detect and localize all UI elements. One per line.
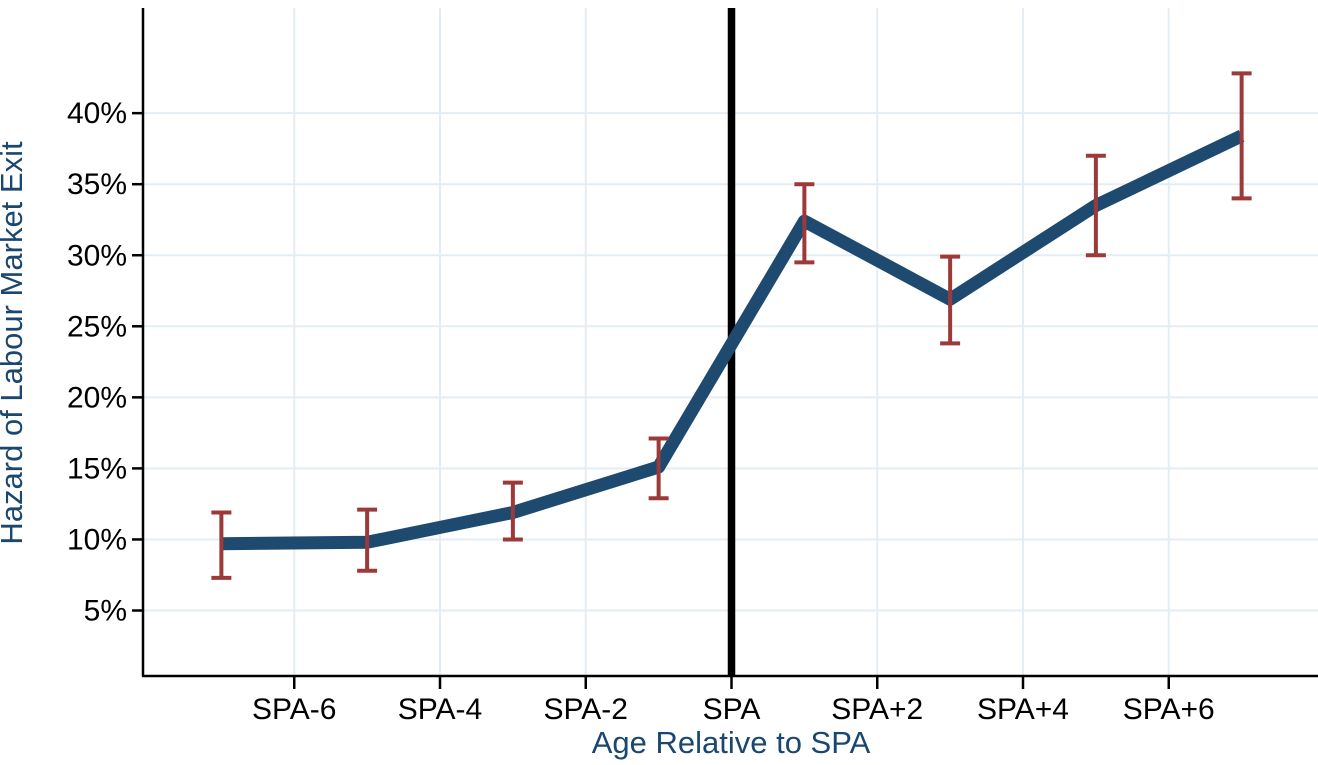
y-tick-label: 15% [67, 452, 127, 485]
error-bar [1085, 153, 1106, 258]
y-tick-label: 25% [67, 310, 127, 343]
trend-line-group [221, 130, 1245, 551]
error-bar [1231, 71, 1252, 201]
x-tick-label: SPA-2 [544, 693, 628, 726]
x-tick-label: SPA-6 [252, 693, 336, 726]
x-tick-label: SPA-4 [398, 693, 482, 726]
error-bars [211, 71, 1252, 580]
y-tick-label: 30% [67, 239, 127, 272]
x-tick-label: SPA [703, 693, 761, 726]
trend-line [221, 130, 1245, 551]
y-tick-label: 40% [67, 97, 127, 130]
error-bar [648, 436, 669, 501]
y-axis-title: Hazard of Labour Market Exit [0, 141, 29, 545]
x-axis-title: Age Relative to SPA [592, 725, 871, 760]
y-tick-label: 10% [67, 523, 127, 556]
error-bar [502, 480, 523, 542]
x-tick-label: SPA+2 [831, 693, 923, 726]
error-bar [211, 510, 232, 580]
error-bar [940, 254, 961, 346]
y-tick-label: 35% [67, 168, 127, 201]
error-bar [357, 507, 378, 573]
x-tick-label: SPA+6 [1123, 693, 1215, 726]
y-tick-label: 5% [84, 595, 127, 628]
x-tick-label: SPA+4 [977, 693, 1069, 726]
y-tick-label: 20% [67, 381, 127, 414]
error-bar [794, 182, 815, 265]
tick-labels: 5% 10% 15% 20% 25% 30% 35% 40% SPA-6 SPA-4 SPA-2 SP… [67, 97, 1215, 726]
